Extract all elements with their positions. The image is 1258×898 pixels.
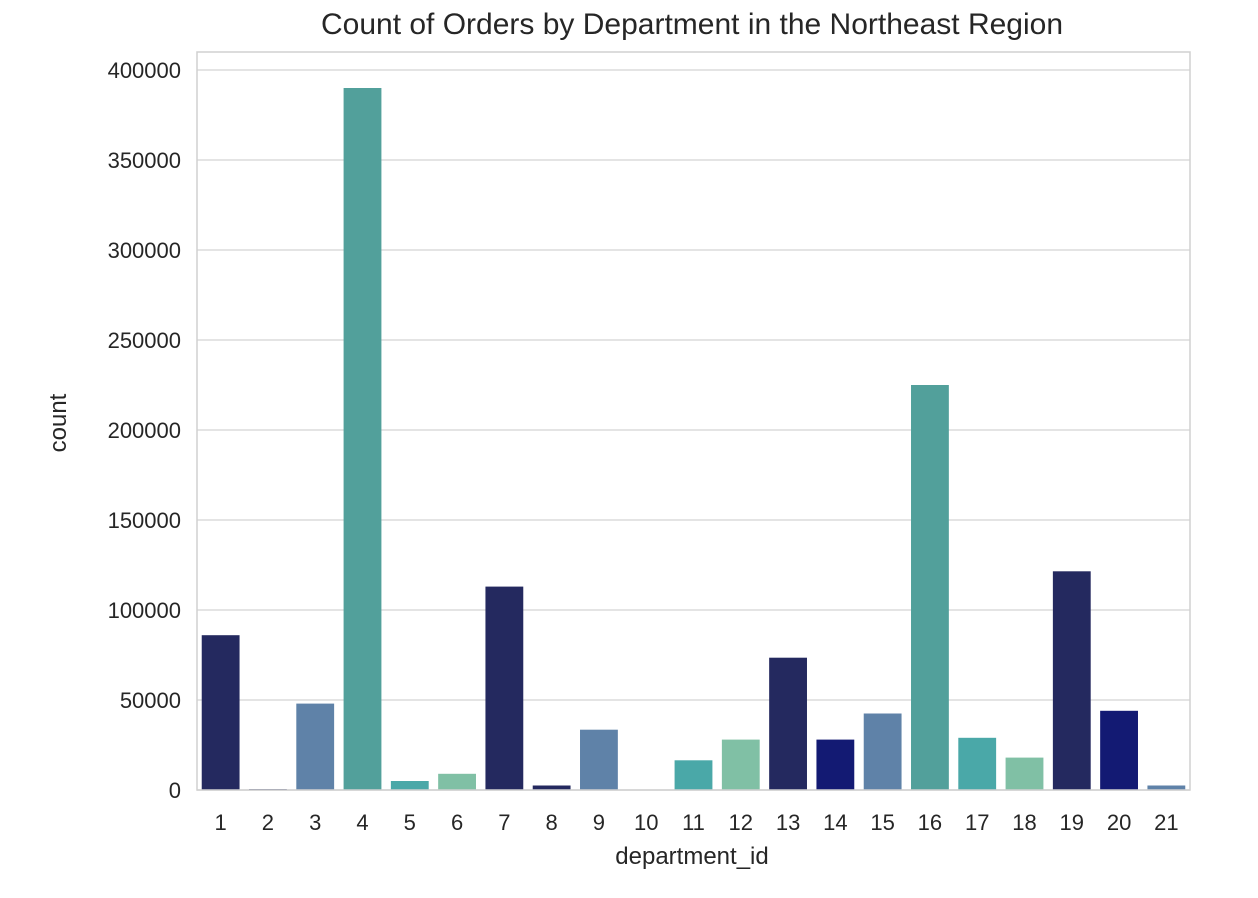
x-tick-label: 3 [309, 810, 321, 835]
x-tick-label: 19 [1060, 810, 1084, 835]
y-tick-label: 300000 [108, 238, 181, 263]
bar-department-3 [296, 703, 335, 790]
chart-title: Count of Orders by Department in the Nor… [321, 8, 1063, 41]
plot-frame [196, 51, 1191, 791]
y-axis-label: count [45, 393, 72, 452]
x-tick-labels: 1 2 3 4 5 6 7 8 9 10 11 12 13 14 15 16 17 18 19 20 21 [215, 810, 1179, 835]
x-tick-label: 9 [593, 810, 605, 835]
x-tick-label: 21 [1154, 810, 1178, 835]
y-tick-label: 0 [169, 778, 181, 803]
y-tick-label: 150000 [108, 508, 181, 533]
y-tick-label: 250000 [108, 328, 181, 353]
bars [201, 88, 1186, 790]
bar-department-11 [674, 760, 713, 790]
x-tick-label: 1 [215, 810, 227, 835]
y-tick-label: 400000 [108, 58, 181, 83]
x-tick-label: 4 [356, 810, 368, 835]
x-tick-label: 16 [918, 810, 942, 835]
bar-department-19 [1052, 571, 1091, 790]
bar-department-16 [911, 385, 949, 790]
y-tick-label: 50000 [120, 688, 181, 713]
bar-department-8 [532, 785, 571, 790]
bar-department-12 [721, 739, 760, 790]
x-tick-label: 6 [451, 810, 463, 835]
x-tick-label: 5 [404, 810, 416, 835]
bar-department-14 [816, 739, 855, 790]
x-tick-label: 18 [1012, 810, 1036, 835]
y-tick-label: 350000 [108, 148, 181, 173]
y-tick-labels: 0 50000 100000 150000 200000 250000 300000 3500… [108, 58, 181, 803]
x-tick-label: 8 [546, 810, 558, 835]
x-tick-label: 14 [823, 810, 847, 835]
bar-department-6 [438, 773, 476, 790]
bar-department-20 [1100, 710, 1138, 790]
bar-department-17 [958, 737, 997, 790]
y-tick-label: 100000 [108, 598, 181, 623]
x-tick-label: 17 [965, 810, 989, 835]
bar-department-13 [769, 657, 807, 790]
bar-department-1 [201, 635, 240, 790]
bar-department-7 [485, 586, 524, 790]
y-tick-label: 200000 [108, 418, 181, 443]
bar-department-15 [863, 713, 902, 790]
x-tick-label: 10 [634, 810, 658, 835]
x-tick-label: 7 [498, 810, 510, 835]
x-tick-label: 11 [682, 810, 705, 835]
x-tick-label: 15 [870, 810, 894, 835]
x-tick-label: 13 [776, 810, 800, 835]
bar-department-9 [580, 729, 618, 790]
x-tick-label: 2 [262, 810, 274, 835]
bar-department-4 [343, 88, 382, 790]
bar-department-18 [1005, 757, 1044, 790]
x-axis-label: department_id [615, 843, 768, 870]
bar-department-21 [1147, 785, 1186, 790]
x-tick-label: 12 [729, 810, 753, 835]
x-tick-label: 20 [1107, 810, 1131, 835]
bar-department-5 [390, 781, 429, 790]
